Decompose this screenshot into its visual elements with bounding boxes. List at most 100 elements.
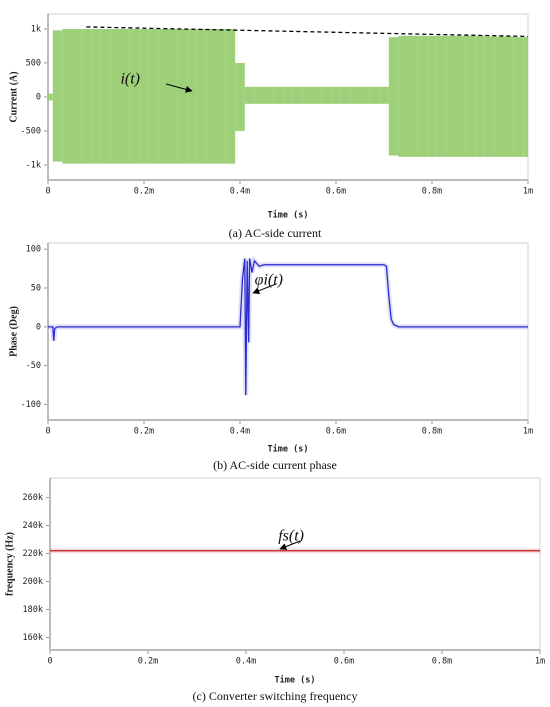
oscillation bbox=[369, 86, 380, 104]
oscillation bbox=[504, 36, 514, 157]
y-tick-label: 240k bbox=[23, 521, 43, 531]
x-tick-label: 0.2m bbox=[138, 657, 158, 667]
x-tick-label: 0.6m bbox=[334, 657, 354, 667]
caption: (b) AC-side current phase bbox=[213, 458, 337, 472]
y-tick-label: -1k bbox=[26, 161, 41, 171]
oscillation bbox=[52, 30, 63, 162]
y-tick-label: 1k bbox=[31, 24, 41, 34]
oscillation bbox=[187, 28, 197, 164]
oscillation bbox=[513, 37, 524, 157]
plot-frame bbox=[47, 242, 529, 421]
oscillation bbox=[81, 28, 92, 164]
oscillation bbox=[494, 36, 504, 157]
oscillation bbox=[110, 28, 120, 164]
x-tick-label: 0.8m bbox=[422, 427, 442, 437]
oscillation bbox=[235, 62, 245, 132]
oscillation bbox=[244, 86, 255, 104]
y-tick-label: 200k bbox=[23, 577, 43, 587]
oscillation bbox=[48, 93, 53, 101]
y-tick-label: 180k bbox=[23, 605, 43, 615]
oscillation bbox=[379, 86, 389, 104]
x-tick-label: 0.4m bbox=[230, 187, 250, 197]
x-tick-label: 0.8m bbox=[432, 657, 452, 667]
y-axis-label: Phase (Deg) bbox=[8, 306, 19, 357]
envelope-line bbox=[86, 26, 529, 38]
y-axis-label: Current (A) bbox=[8, 71, 19, 122]
annotation-arrow bbox=[279, 540, 301, 550]
plot bbox=[48, 255, 528, 396]
oscillation bbox=[273, 86, 284, 104]
x-tick-label: 0.6m bbox=[326, 427, 346, 437]
oscillation bbox=[292, 86, 303, 104]
oscillation bbox=[302, 86, 312, 104]
annotation-arrow bbox=[165, 83, 193, 93]
oscillation bbox=[388, 37, 399, 156]
caption: (c) Converter switching frequency bbox=[193, 689, 358, 703]
oscillation bbox=[321, 86, 332, 104]
x-tick-label: 0.2m bbox=[134, 187, 154, 197]
oscillation bbox=[312, 86, 322, 104]
oscillation bbox=[264, 86, 274, 104]
oscillation bbox=[148, 28, 159, 164]
oscillation bbox=[72, 28, 82, 164]
oscillation bbox=[408, 35, 418, 157]
y-tick-label: 160k bbox=[23, 633, 43, 643]
plot-frame bbox=[49, 477, 541, 651]
oscillation bbox=[427, 35, 437, 157]
x-tick-label: 0 bbox=[47, 657, 52, 667]
oscillation bbox=[158, 28, 168, 164]
y-tick-label: 500 bbox=[26, 58, 41, 68]
x-tick-label: 0.4m bbox=[236, 657, 256, 667]
y-tick-label: 100 bbox=[26, 245, 41, 255]
oscillation bbox=[177, 28, 188, 164]
x-tick-label: 1m bbox=[523, 187, 533, 197]
oscillation bbox=[216, 28, 226, 164]
annotation: φi(t) bbox=[255, 272, 283, 289]
x-tick-label: 0.2m bbox=[134, 427, 154, 437]
oscillation bbox=[331, 86, 341, 104]
oscillation bbox=[129, 28, 140, 164]
x-axis-label: Time (s) bbox=[275, 675, 316, 686]
x-tick-label: 1m bbox=[535, 657, 545, 667]
annotation-arrow bbox=[252, 283, 277, 294]
oscillation bbox=[484, 36, 495, 157]
oscillation bbox=[417, 35, 428, 157]
x-tick-label: 0.4m bbox=[230, 427, 250, 437]
oscillation bbox=[139, 28, 149, 164]
oscillation bbox=[360, 86, 370, 104]
series-line bbox=[48, 258, 528, 396]
oscillation bbox=[206, 28, 216, 164]
oscillation bbox=[283, 86, 293, 104]
x-tick-label: 0 bbox=[45, 427, 50, 437]
oscillation bbox=[523, 37, 528, 157]
oscillation bbox=[100, 28, 111, 164]
oscillation bbox=[62, 28, 72, 164]
oscillation bbox=[225, 28, 236, 164]
y-axis-label: frequency (Hz) bbox=[4, 532, 15, 596]
y-tick-label: 220k bbox=[23, 549, 43, 559]
annotation: i(t) bbox=[120, 71, 140, 88]
y-tick-label: 0 bbox=[36, 93, 41, 103]
oscillation bbox=[398, 35, 408, 157]
oscillation bbox=[254, 86, 264, 104]
oscillation bbox=[475, 35, 485, 157]
y-tick-label: 0 bbox=[36, 322, 41, 332]
x-tick-label: 0.8m bbox=[422, 187, 442, 197]
oscillation bbox=[120, 28, 130, 164]
x-tick-label: 0.6m bbox=[326, 187, 346, 197]
y-tick-label: 50 bbox=[31, 284, 41, 294]
y-tick-label: 260k bbox=[23, 493, 43, 503]
y-tick-label: -100 bbox=[21, 400, 41, 410]
oscillation bbox=[446, 35, 456, 157]
y-tick-label: -500 bbox=[21, 127, 41, 137]
x-axis-label: Time (s) bbox=[268, 210, 309, 221]
oscillation bbox=[91, 28, 101, 164]
oscillation bbox=[196, 28, 207, 164]
oscillation bbox=[350, 86, 360, 104]
x-tick-label: 1m bbox=[523, 427, 533, 437]
x-axis-label: Time (s) bbox=[268, 444, 309, 455]
caption: (a) AC-side current bbox=[229, 226, 322, 240]
oscillation bbox=[340, 86, 351, 104]
oscillation bbox=[456, 35, 466, 157]
oscillation bbox=[168, 28, 178, 164]
